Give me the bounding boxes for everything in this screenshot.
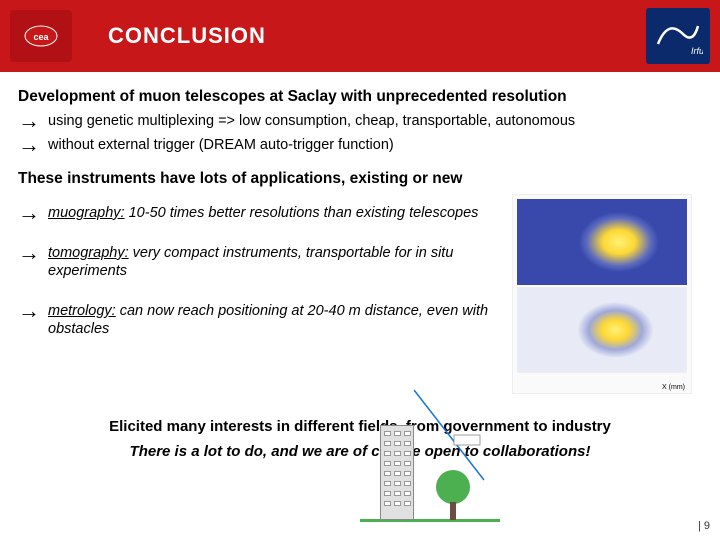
heatmap-panel: X (mm): [512, 194, 692, 394]
figures-column: X (mm): [502, 194, 702, 394]
page-number: | 9: [698, 520, 710, 532]
bullet-text: using genetic multiplexing => low consum…: [48, 112, 575, 130]
arrow-icon: →: [18, 302, 40, 320]
arrow-icon: →: [18, 244, 40, 262]
app-label: metrology:: [48, 303, 116, 319]
app-row: → metrology: can now reach positioning a…: [18, 302, 502, 338]
app-text: tomography: very compact instruments, tr…: [48, 244, 502, 280]
heatmap-bottom: [517, 287, 687, 373]
header-bar: cea CONCLUSION Irfu: [0, 0, 720, 72]
bullet-row: → using genetic multiplexing => low cons…: [18, 112, 702, 130]
building-illustration: [360, 400, 560, 520]
svg-text:Irfu: Irfu: [691, 46, 703, 56]
building-icon: [380, 425, 414, 520]
arrow-icon: →: [18, 204, 40, 222]
app-text: muography: 10-50 times better resolution…: [48, 204, 478, 222]
app-row: → tomography: very compact instruments, …: [18, 244, 502, 280]
applications-column: → muography: 10-50 times better resoluti…: [18, 194, 502, 394]
tree-trunk-icon: [450, 502, 456, 520]
irfu-logo: Irfu: [646, 8, 710, 64]
section2-heading: These instruments have lots of applicati…: [18, 170, 702, 188]
content-area: Development of muon telescopes at Saclay…: [0, 72, 720, 460]
svg-text:cea: cea: [33, 32, 49, 42]
arrow-icon: →: [18, 136, 40, 154]
bullet-text: without external trigger (DREAM auto-tri…: [48, 136, 394, 154]
app-label: tomography:: [48, 245, 129, 261]
app-row: → muography: 10-50 times better resoluti…: [18, 204, 502, 222]
app-text: metrology: can now reach positioning at …: [48, 302, 502, 338]
slide-title: CONCLUSION: [108, 23, 266, 49]
cea-logo: cea: [10, 10, 72, 62]
axis-label-x: X (mm): [662, 384, 685, 391]
app-desc: 10-50 times better resolutions than exis…: [125, 205, 479, 221]
bullet-row: → without external trigger (DREAM auto-t…: [18, 136, 702, 154]
muon-trajectory-icon: [414, 380, 504, 490]
app-label: muography:: [48, 205, 125, 221]
heatmap-top: [517, 199, 687, 285]
arrow-icon: →: [18, 112, 40, 130]
section1-heading: Development of muon telescopes at Saclay…: [18, 88, 702, 106]
